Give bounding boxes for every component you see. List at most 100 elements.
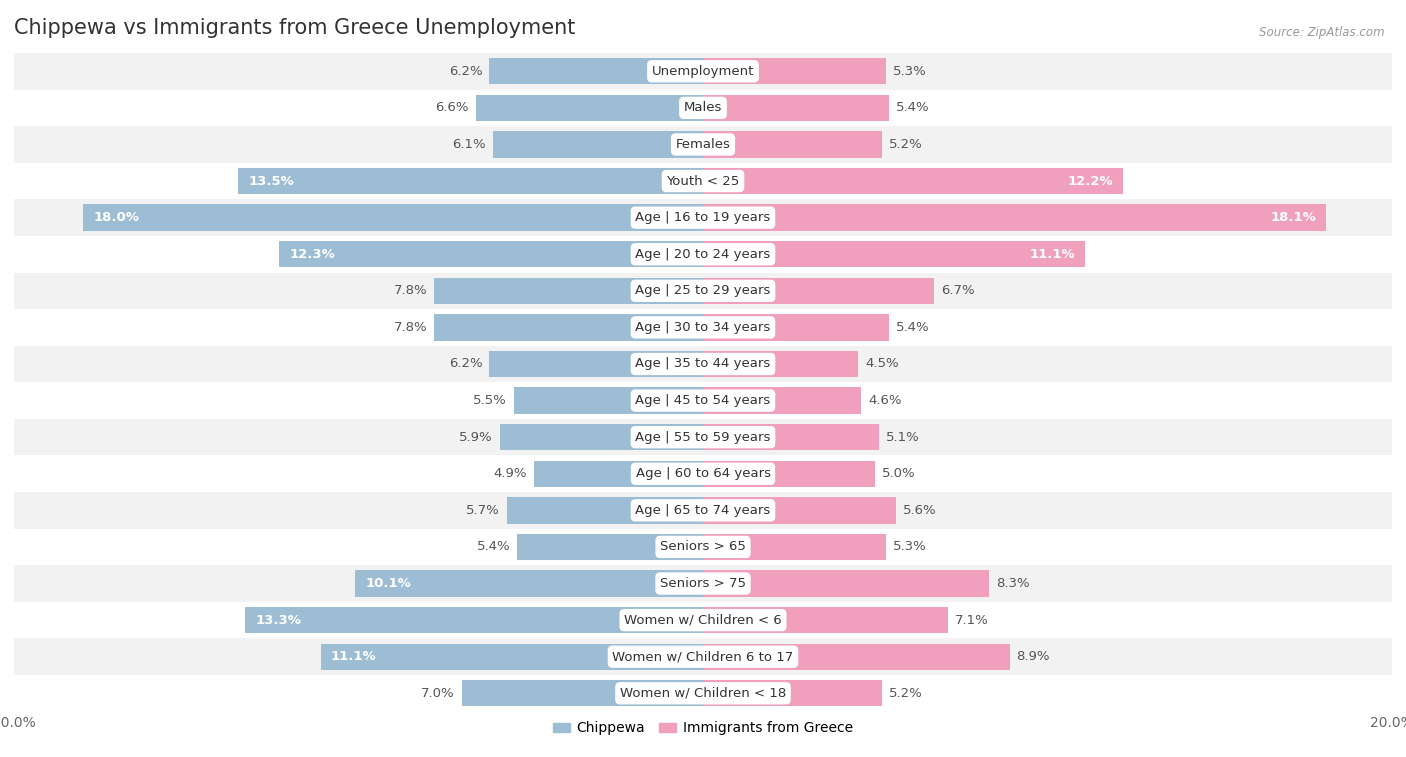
Text: 5.9%: 5.9%	[460, 431, 494, 444]
Text: Age | 25 to 29 years: Age | 25 to 29 years	[636, 285, 770, 298]
Bar	[14, 382, 1392, 419]
Bar	[14, 309, 1392, 346]
Text: 5.4%: 5.4%	[896, 321, 929, 334]
Bar	[434, 314, 703, 341]
Text: Women w/ Children < 18: Women w/ Children < 18	[620, 687, 786, 699]
Bar	[475, 95, 703, 121]
Bar	[14, 199, 1392, 236]
Bar	[280, 241, 703, 267]
Bar	[703, 314, 889, 341]
Text: 4.6%: 4.6%	[869, 394, 901, 407]
Bar	[703, 570, 988, 597]
Bar	[14, 492, 1392, 528]
Text: 5.7%: 5.7%	[465, 504, 499, 517]
Bar	[703, 643, 1010, 670]
Text: Seniors > 75: Seniors > 75	[659, 577, 747, 590]
Text: 6.6%: 6.6%	[436, 101, 468, 114]
Text: 6.7%: 6.7%	[941, 285, 974, 298]
Bar	[517, 534, 703, 560]
Text: 4.9%: 4.9%	[494, 467, 527, 480]
Text: Chippewa vs Immigrants from Greece Unemployment: Chippewa vs Immigrants from Greece Unemp…	[14, 17, 575, 38]
Text: 10.1%: 10.1%	[366, 577, 411, 590]
Bar	[14, 602, 1392, 638]
Bar	[14, 273, 1392, 309]
Bar	[703, 460, 875, 487]
Text: 13.5%: 13.5%	[249, 175, 294, 188]
Bar	[506, 497, 703, 524]
Bar	[703, 534, 886, 560]
Text: 5.5%: 5.5%	[472, 394, 506, 407]
Text: 5.2%: 5.2%	[889, 138, 922, 151]
Text: Unemployment: Unemployment	[652, 65, 754, 78]
Text: Age | 55 to 59 years: Age | 55 to 59 years	[636, 431, 770, 444]
Text: 5.6%: 5.6%	[903, 504, 936, 517]
Bar	[356, 570, 703, 597]
Bar	[83, 204, 703, 231]
Bar	[461, 680, 703, 706]
Bar	[14, 89, 1392, 126]
Text: 7.0%: 7.0%	[422, 687, 456, 699]
Bar	[703, 350, 858, 377]
Text: 8.9%: 8.9%	[1017, 650, 1050, 663]
Bar	[703, 168, 1123, 195]
Text: 5.1%: 5.1%	[886, 431, 920, 444]
Bar	[703, 497, 896, 524]
Bar	[499, 424, 703, 450]
Bar	[703, 680, 882, 706]
Text: 6.2%: 6.2%	[449, 357, 482, 370]
Bar	[489, 350, 703, 377]
Bar	[321, 643, 703, 670]
Text: 18.1%: 18.1%	[1271, 211, 1316, 224]
Text: 5.3%: 5.3%	[893, 540, 927, 553]
Text: 8.3%: 8.3%	[995, 577, 1029, 590]
Text: 7.1%: 7.1%	[955, 614, 988, 627]
Text: 12.2%: 12.2%	[1067, 175, 1114, 188]
Bar	[703, 241, 1085, 267]
Bar	[703, 204, 1326, 231]
Bar	[14, 675, 1392, 712]
Bar	[14, 53, 1392, 89]
Text: Age | 45 to 54 years: Age | 45 to 54 years	[636, 394, 770, 407]
Text: Source: ZipAtlas.com: Source: ZipAtlas.com	[1260, 26, 1385, 39]
Bar	[14, 638, 1392, 675]
Text: 11.1%: 11.1%	[1029, 248, 1076, 260]
Bar	[245, 607, 703, 634]
Text: Age | 60 to 64 years: Age | 60 to 64 years	[636, 467, 770, 480]
Bar	[14, 126, 1392, 163]
Text: Females: Females	[675, 138, 731, 151]
Bar	[14, 528, 1392, 565]
Bar	[703, 278, 934, 304]
Text: 4.5%: 4.5%	[865, 357, 898, 370]
Text: 6.2%: 6.2%	[449, 65, 482, 78]
Text: 5.4%: 5.4%	[896, 101, 929, 114]
Text: Seniors > 65: Seniors > 65	[659, 540, 747, 553]
Bar	[238, 168, 703, 195]
Bar	[703, 95, 889, 121]
Bar	[513, 388, 703, 414]
Bar	[434, 278, 703, 304]
Bar	[703, 607, 948, 634]
Text: Males: Males	[683, 101, 723, 114]
Text: 6.1%: 6.1%	[453, 138, 486, 151]
Text: Age | 30 to 34 years: Age | 30 to 34 years	[636, 321, 770, 334]
Text: 11.1%: 11.1%	[330, 650, 377, 663]
Bar	[703, 131, 882, 157]
Bar	[14, 163, 1392, 199]
Text: Women w/ Children 6 to 17: Women w/ Children 6 to 17	[613, 650, 793, 663]
Text: 7.8%: 7.8%	[394, 285, 427, 298]
Bar	[14, 456, 1392, 492]
Text: Age | 20 to 24 years: Age | 20 to 24 years	[636, 248, 770, 260]
Text: Women w/ Children < 6: Women w/ Children < 6	[624, 614, 782, 627]
Bar	[703, 58, 886, 85]
Bar	[14, 236, 1392, 273]
Legend: Chippewa, Immigrants from Greece: Chippewa, Immigrants from Greece	[547, 716, 859, 741]
Bar	[534, 460, 703, 487]
Text: Youth < 25: Youth < 25	[666, 175, 740, 188]
Text: 5.0%: 5.0%	[882, 467, 915, 480]
Bar	[489, 58, 703, 85]
Text: 13.3%: 13.3%	[256, 614, 301, 627]
Text: Age | 65 to 74 years: Age | 65 to 74 years	[636, 504, 770, 517]
Bar	[494, 131, 703, 157]
Bar	[703, 388, 862, 414]
Bar	[14, 565, 1392, 602]
